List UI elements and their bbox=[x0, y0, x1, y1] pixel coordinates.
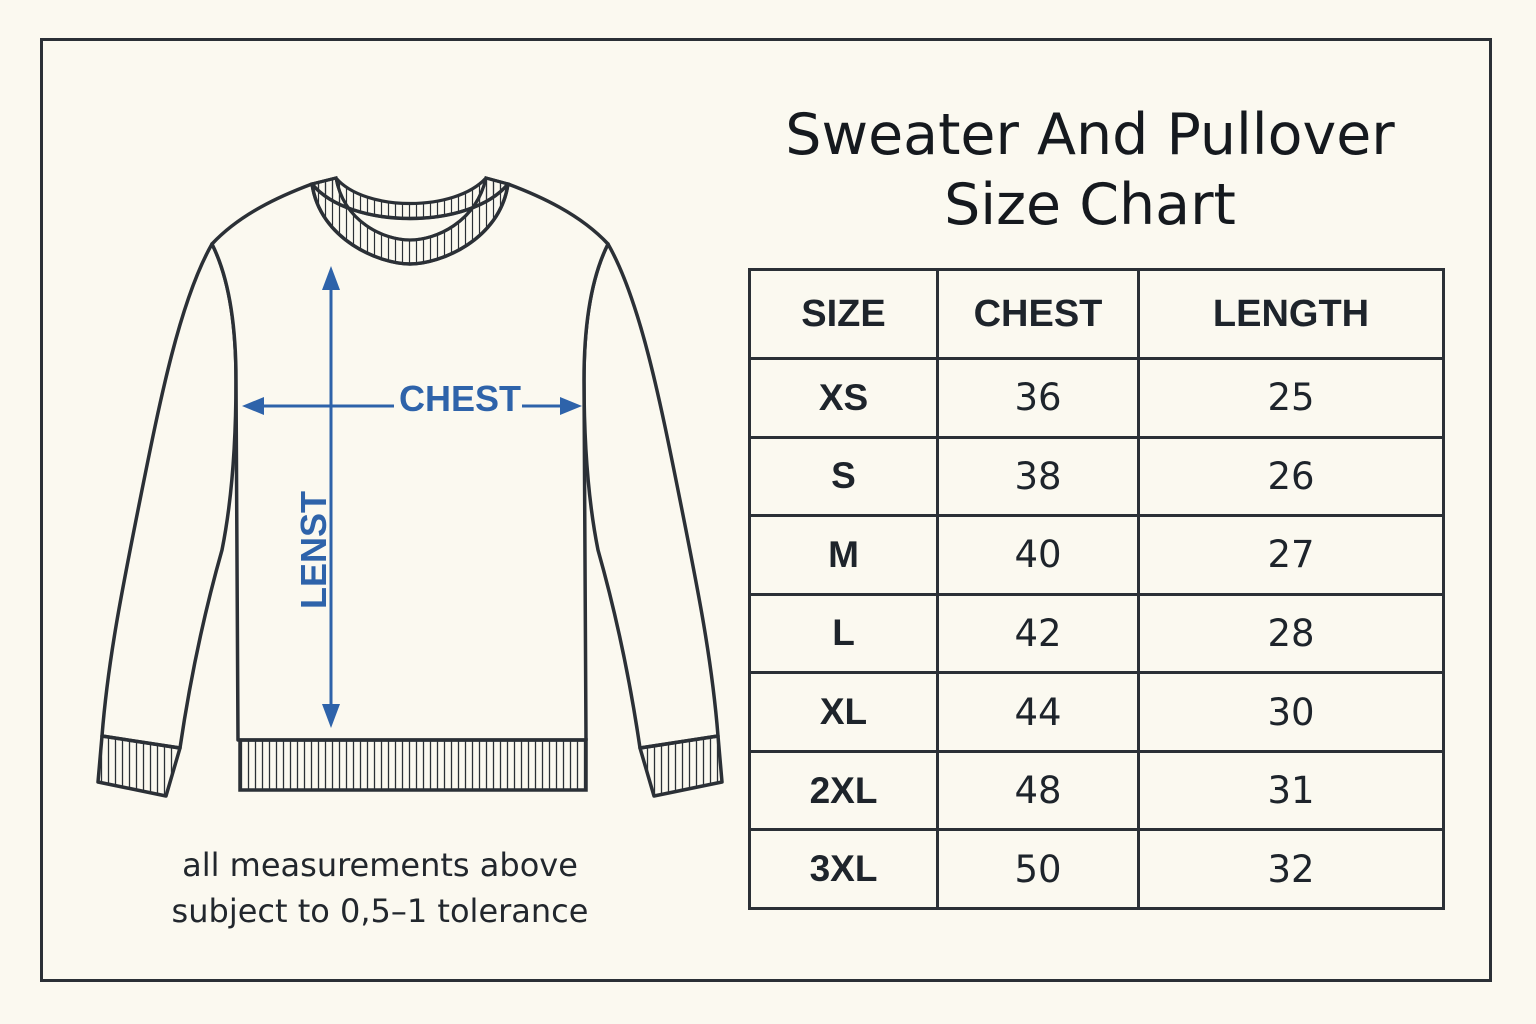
size-cell: 3XL bbox=[748, 828, 939, 910]
table-row: XS 36 25 bbox=[748, 357, 1445, 439]
length-cell: 27 bbox=[1137, 514, 1445, 596]
chest-cell: 44 bbox=[936, 671, 1140, 753]
size-cell: S bbox=[748, 435, 939, 518]
length-arrow-bottom bbox=[322, 704, 340, 728]
table-row: S 38 26 bbox=[748, 435, 1445, 518]
length-cell: 31 bbox=[1137, 749, 1445, 832]
chest-arrow-left-head bbox=[242, 397, 264, 415]
table-row: M 40 27 bbox=[748, 514, 1445, 596]
left-sleeve bbox=[100, 242, 238, 750]
tolerance-note: all measurements above subject to 0,5–1 … bbox=[100, 842, 660, 934]
size-cell: XS bbox=[748, 357, 939, 439]
chest-cell: 50 bbox=[936, 828, 1140, 910]
table-header-row: SIZE CHEST LENGTH bbox=[748, 268, 1445, 360]
size-cell: 2XL bbox=[748, 749, 939, 832]
measure-arrows bbox=[242, 266, 582, 728]
length-cell: 26 bbox=[1137, 435, 1445, 518]
length-cell: 30 bbox=[1137, 671, 1445, 753]
size-cell: L bbox=[748, 592, 939, 675]
chest-cell: 42 bbox=[936, 592, 1140, 675]
note-line-2: subject to 0,5–1 tolerance bbox=[171, 892, 589, 930]
title-line-2: Size Chart bbox=[944, 172, 1236, 238]
size-cell: M bbox=[748, 514, 939, 596]
note-line-1: all measurements above bbox=[182, 846, 578, 884]
table-row: XL 44 30 bbox=[748, 671, 1445, 753]
length-cell: 32 bbox=[1137, 828, 1445, 910]
sweater-body bbox=[210, 182, 610, 742]
chest-cell: 48 bbox=[936, 749, 1140, 832]
page-border bbox=[40, 38, 1492, 982]
length-cell: 28 bbox=[1137, 592, 1445, 675]
waistband-rib bbox=[238, 738, 588, 792]
header-chest: CHEST bbox=[936, 268, 1140, 360]
page-title: Sweater And Pullover Size Chart bbox=[740, 100, 1440, 240]
length-arrow-top bbox=[322, 266, 340, 290]
length-cell: 25 bbox=[1137, 357, 1445, 439]
left-cuff bbox=[96, 734, 182, 798]
header-length: LENGTH bbox=[1137, 268, 1445, 360]
right-cuff bbox=[638, 734, 724, 798]
chest-cell: 40 bbox=[936, 514, 1140, 596]
table-row: L 42 28 bbox=[748, 592, 1445, 675]
sweater-outline bbox=[100, 182, 720, 750]
chest-arrow-right-head bbox=[560, 397, 582, 415]
chest-label: CHEST bbox=[399, 378, 521, 419]
table-row: 3XL 50 32 bbox=[748, 828, 1445, 910]
size-cell: XL bbox=[748, 671, 939, 753]
chest-cell: 36 bbox=[936, 357, 1140, 439]
right-sleeve bbox=[582, 242, 720, 750]
title-line-1: Sweater And Pullover bbox=[785, 102, 1395, 168]
chest-cell: 38 bbox=[936, 435, 1140, 518]
header-size: SIZE bbox=[748, 268, 939, 360]
length-label: LENST bbox=[293, 491, 334, 609]
size-table: SIZE CHEST LENGTH XS 36 25 S 38 26 M 40 … bbox=[748, 268, 1445, 910]
table-row: 2XL 48 31 bbox=[748, 749, 1445, 832]
collar-band bbox=[310, 176, 510, 266]
